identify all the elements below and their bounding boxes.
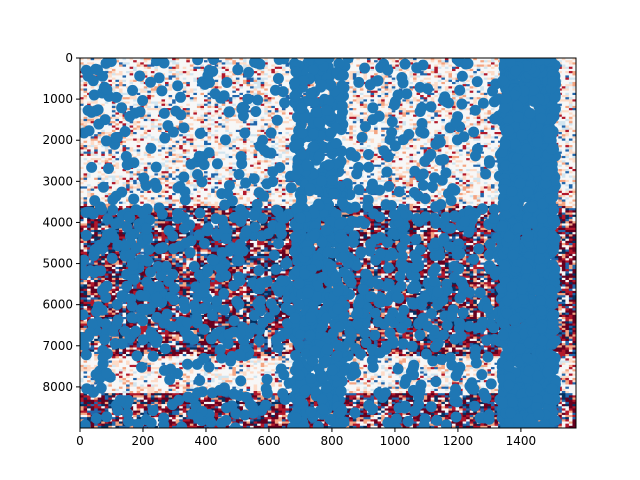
plot-area [76,53,577,434]
